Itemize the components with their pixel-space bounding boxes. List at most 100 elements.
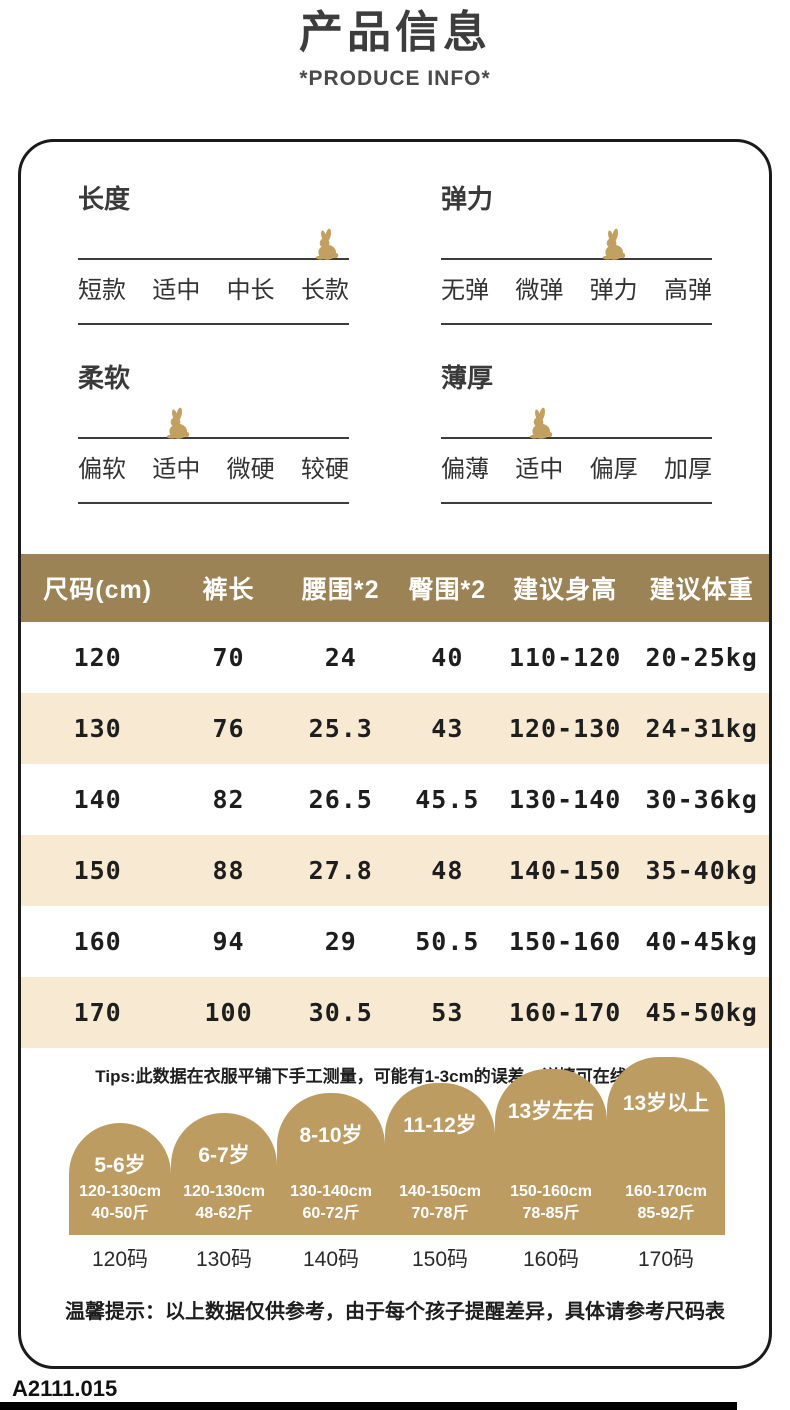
- age-guide-item: 6-7岁 120-130cm 48-62斤 130码: [171, 1112, 277, 1273]
- scale-label: 中长: [226, 276, 275, 304]
- rabbit-icon: [161, 407, 191, 439]
- scale-track: [78, 216, 349, 260]
- table-cell: 160: [73, 926, 122, 956]
- scale-title: 柔软: [78, 362, 131, 393]
- rabbit-icon: [597, 228, 627, 260]
- age-guide-arch: 6-7岁 120-130cm 48-62斤: [171, 1112, 277, 1235]
- table-cell: 27.8: [308, 855, 373, 885]
- info-box: 长度 短款 适中 中长 长款 弹力: [18, 138, 772, 1369]
- table-cell: 20-25kg: [645, 642, 758, 672]
- scale-labels: 偏软 适中 微硬 较硬: [78, 439, 349, 504]
- age-guide-arch: 11-12岁 140-150cm 70-78斤: [385, 1082, 495, 1235]
- scale-label: 微弹: [515, 276, 564, 304]
- table-cell: 130-140: [508, 784, 622, 814]
- column-header: 建议身高: [495, 553, 635, 622]
- scale-labels: 偏薄 适中 偏厚 加厚: [441, 439, 712, 504]
- scale-label: 长款: [300, 276, 349, 304]
- scale-title: 薄厚: [441, 362, 494, 393]
- table-row: 150 88 27.8 48 140-150 35-40kg: [21, 834, 769, 906]
- age-guide-item: 5-6岁 120-130cm 40-50斤 120码: [69, 1122, 171, 1273]
- weight-range-label: 60-72斤: [302, 1205, 360, 1222]
- table-cell: 100: [204, 997, 253, 1027]
- scale-label: 弹力: [589, 276, 638, 304]
- weight-range-label: 48-62斤: [195, 1205, 253, 1222]
- size-table-body: 120 70 24 40 110-120 20-25kg 130 76 25.3 43 120-13…: [21, 622, 769, 1048]
- table-row: 120 70 24 40 110-120 20-25kg: [21, 622, 769, 693]
- column-header: 臀围*2: [398, 553, 496, 622]
- table-cell: 110-120: [508, 642, 622, 672]
- table-cell: 30.5: [308, 997, 373, 1027]
- weight-range-label: 78-85斤: [522, 1205, 580, 1222]
- size-table-header: 尺码(cm) 裤长 腰围*2 臀围*2 建议身高 建议体重: [21, 553, 769, 622]
- age-range-label: 6-7岁: [198, 1143, 250, 1167]
- age-range-label: 5-6岁: [94, 1153, 146, 1177]
- attribute-scale: 柔软 偏软 适中 微硬 较硬: [78, 361, 349, 504]
- table-cell: 25.3: [308, 713, 373, 743]
- table-row: 160 94 29 50.5 150-160 40-45kg: [21, 906, 769, 977]
- size-code-label: 120码: [91, 1247, 149, 1271]
- table-cell: 43: [431, 713, 464, 743]
- scale-label: 微硬: [226, 455, 275, 483]
- scale-label: 高弹: [663, 276, 712, 304]
- scale-label: 适中: [152, 276, 201, 304]
- height-range-label: 130-140cm: [290, 1183, 372, 1201]
- height-range-label: 120-130cm: [183, 1183, 265, 1201]
- age-guide-arch: 5-6岁 120-130cm 40-50斤: [69, 1122, 171, 1235]
- age-range-label: 11-12岁: [403, 1113, 477, 1137]
- table-cell: 150-160: [508, 926, 622, 956]
- column-header: 尺码(cm): [21, 553, 175, 622]
- table-cell: 140: [73, 784, 122, 814]
- weight-range-label: 40-50斤: [91, 1205, 149, 1222]
- table-cell: 30-36kg: [645, 784, 758, 814]
- scale-track: [441, 216, 712, 260]
- scale-labels: 短款 适中 中长 长款: [78, 260, 349, 325]
- scale-label: 适中: [515, 455, 564, 483]
- table-cell: 35-40kg: [645, 855, 758, 885]
- attribute-scale: 长度 短款 适中 中长 长款: [78, 182, 349, 325]
- weight-range-label: 70-78斤: [411, 1205, 469, 1222]
- scale-labels: 无弹 微弹 弹力 高弹: [441, 260, 712, 325]
- scale-title: 弹力: [441, 183, 494, 214]
- column-header: 裤长: [174, 553, 283, 622]
- page-title: 产品信息: [299, 8, 491, 57]
- scale-label: 较硬: [300, 455, 349, 483]
- table-cell: 140-150: [508, 855, 622, 885]
- table-cell: 26.5: [308, 784, 373, 814]
- age-range-label: 13岁左右: [507, 1099, 595, 1123]
- product-code: A2111.015: [12, 1376, 118, 1401]
- size-code-label: 150码: [411, 1247, 469, 1271]
- table-cell: 120: [73, 642, 122, 672]
- bottom-black-bar: [0, 1402, 737, 1410]
- age-size-guide: 5-6岁 120-130cm 40-50斤 120码 6-7岁 120-130c…: [21, 1056, 769, 1273]
- table-cell: 150: [73, 855, 122, 885]
- size-table: 尺码(cm) 裤长 腰围*2 臀围*2 建议身高 建议体重 120 70 24 40 110-12…: [21, 553, 769, 1048]
- table-cell: 130: [73, 713, 122, 743]
- table-row: 140 82 26.5 45.5 130-140 30-36kg: [21, 764, 769, 835]
- scale-label: 偏厚: [589, 455, 638, 483]
- height-range-label: 120-130cm: [79, 1183, 161, 1201]
- table-cell: 45.5: [415, 784, 480, 814]
- age-guide-arch: 13岁左右 150-160cm 78-85斤: [495, 1068, 607, 1235]
- footer-note: 温馨提示：以上数据仅供参考，由于每个孩子提醒差异，具体请参考尺码表: [65, 1300, 725, 1323]
- table-row: 130 76 25.3 43 120-130 24-31kg: [21, 692, 769, 764]
- rabbit-icon: [310, 228, 340, 260]
- column-header: 建议体重: [634, 553, 769, 622]
- page-subtitle: *PRODUCE INFO*: [299, 66, 491, 90]
- rabbit-icon: [524, 407, 554, 439]
- age-range-label: 8-10岁: [299, 1123, 363, 1147]
- attribute-scale: 薄厚 偏薄 适中 偏厚 加厚: [441, 361, 712, 504]
- table-row: 170 100 30.5 53 160-170 45-50kg: [21, 976, 769, 1048]
- scale-label: 无弹: [441, 276, 489, 304]
- table-cell: 53: [431, 997, 464, 1027]
- age-guide-item: 13岁以上 160-170cm 85-92斤 170码: [607, 1056, 725, 1273]
- column-header: 腰围*2: [282, 553, 399, 622]
- age-guide-item: 8-10岁 130-140cm 60-72斤 140码: [277, 1092, 385, 1273]
- age-guide-item: 11-12岁 140-150cm 70-78斤 150码: [385, 1082, 495, 1273]
- table-cell: 94: [212, 926, 245, 956]
- table-cell: 29: [324, 926, 357, 956]
- table-cell: 40-45kg: [645, 926, 758, 956]
- height-range-label: 150-160cm: [510, 1183, 592, 1201]
- table-cell: 40: [431, 642, 464, 672]
- age-guide-item: 13岁左右 150-160cm 78-85斤 160码: [495, 1068, 607, 1273]
